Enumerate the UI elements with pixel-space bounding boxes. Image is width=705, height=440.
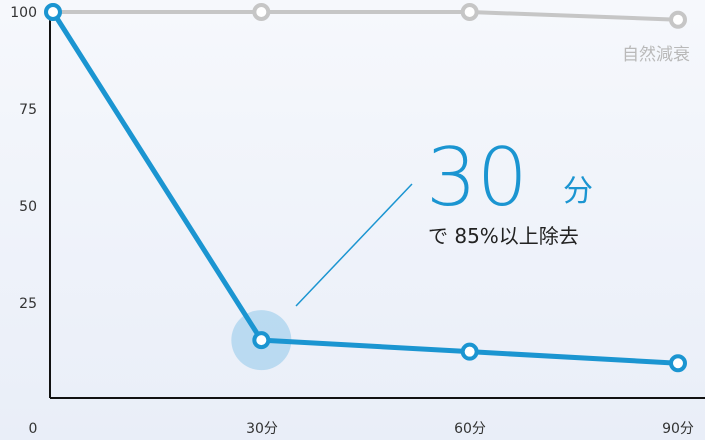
annotation-subtitle: で 85%以上除去 xyxy=(428,224,579,248)
annotation-big-unit: 分 xyxy=(563,174,593,209)
series-0-point-3 xyxy=(669,10,687,29)
y-tick-labels: 25 50 75 100 xyxy=(10,5,37,312)
x-tick-labels: 0 30分 60分 90分 xyxy=(29,421,694,437)
chart-axes xyxy=(49,12,705,399)
series-layer xyxy=(44,3,687,373)
y-tick-100: 100 xyxy=(10,5,37,21)
series-label-natural-decay: 自然減衰 xyxy=(622,45,690,65)
series-1 xyxy=(44,3,687,373)
callout-line xyxy=(295,183,413,307)
series-0-line xyxy=(53,10,679,22)
x-tick-0: 0 xyxy=(29,421,38,437)
x-tick-30: 30分 xyxy=(246,421,278,437)
annotation: 30 分 で 85%以上除去 xyxy=(295,131,593,307)
series-1-point-0 xyxy=(44,3,62,21)
x-tick-60: 60分 xyxy=(454,421,486,437)
series-1-line xyxy=(50,10,679,366)
series-0 xyxy=(44,3,687,29)
series-1-point-2 xyxy=(460,342,479,361)
series-1-point-1 xyxy=(252,331,271,350)
series-0-point-1 xyxy=(252,3,271,21)
y-tick-25: 25 xyxy=(19,296,37,312)
y-tick-50: 50 xyxy=(19,199,37,215)
series-0-point-2 xyxy=(460,3,479,21)
series-1-point-3 xyxy=(669,354,687,373)
y-tick-75: 75 xyxy=(19,102,37,118)
x-tick-90: 90分 xyxy=(662,421,694,437)
annotation-big-number: 30 xyxy=(426,131,528,224)
